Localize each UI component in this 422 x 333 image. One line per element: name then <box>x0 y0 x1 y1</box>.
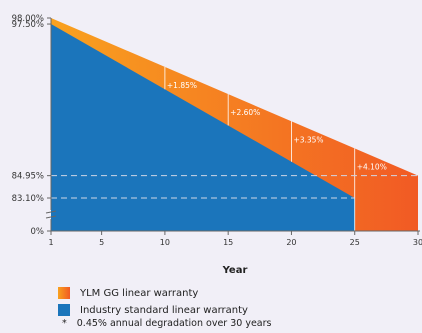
y-tick-label: 98.00% <box>12 14 44 24</box>
axis-break-mark <box>45 210 57 214</box>
annotation-label: +4.10% <box>357 162 387 171</box>
y-tick-label: 84.95% <box>12 172 44 182</box>
x-tick-label: 15 <box>223 238 233 247</box>
x-axis-title: Year <box>222 265 248 276</box>
annotation-label: +2.60% <box>230 108 260 117</box>
annotation-label: +3.35% <box>293 135 323 144</box>
annotation-label: +1.85% <box>167 81 197 90</box>
legend-item-ylm: YLM GG linear warranty <box>58 285 248 301</box>
x-tick-label: 10 <box>160 238 170 247</box>
legend-swatch-blue <box>58 304 70 316</box>
legend-label-industry: Industry standard linear warranty <box>80 304 248 316</box>
legend-label-ylm: YLM GG linear warranty <box>80 287 199 299</box>
y-tick-label: 0% <box>31 227 45 237</box>
legend-item-industry: Industry standard linear warranty <box>58 302 248 318</box>
footnote-asterisk: * <box>62 318 67 329</box>
legend: YLM GG linear warranty Industry standard… <box>58 285 248 319</box>
x-tick-label: 5 <box>99 238 104 247</box>
legend-swatch-orange <box>58 287 70 299</box>
y-tick-label: 97.50% <box>12 20 44 30</box>
x-tick-label: 1 <box>48 238 53 247</box>
x-tick-label: 30 <box>413 238 422 247</box>
x-tick-label: 20 <box>286 238 296 247</box>
y-tick-label: 83.10% <box>12 194 44 204</box>
axis-break-mark <box>45 215 57 219</box>
plot-area: +1.85% +2.60% +3.35% +4.10% <box>51 18 418 231</box>
x-tick-label: 25 <box>350 238 360 247</box>
footnote: * 0.45% annual degradation over 30 years <box>62 318 271 329</box>
series-area-industry <box>51 24 355 231</box>
footnote-text: 0.45% annual degradation over 30 years <box>76 318 272 329</box>
